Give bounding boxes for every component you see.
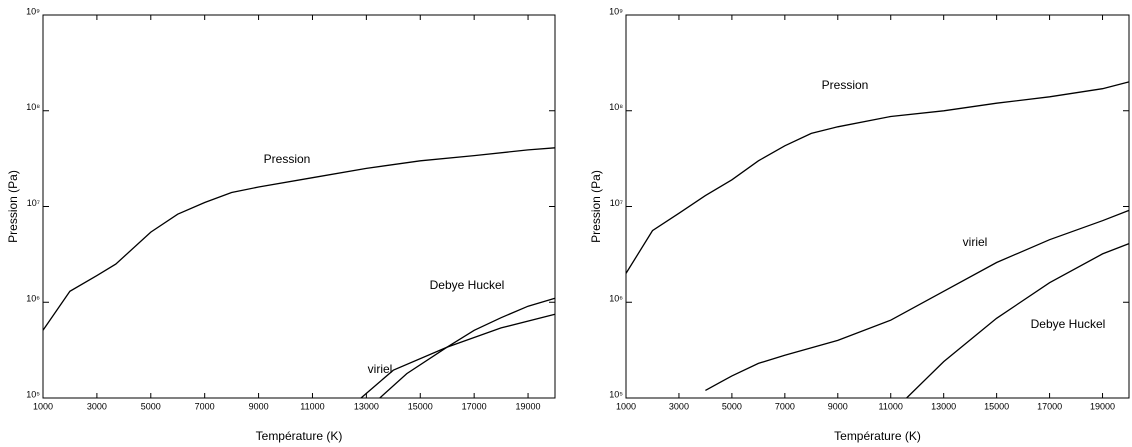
x-tick-label: 1000 [616, 401, 636, 411]
y-tick-label: 10⁸ [609, 102, 623, 112]
series-label: Pression [822, 78, 869, 92]
y-tick-label: 10⁵ [609, 389, 623, 399]
x-tick-label: 13000 [931, 401, 956, 411]
plot-frame [625, 14, 1130, 399]
x-axis-label: Température (K) [834, 429, 921, 443]
line [625, 81, 1130, 274]
y-tick-label: 10⁵ [26, 389, 40, 399]
x-tick-label: 15000 [408, 401, 433, 411]
series-label: viriel [963, 235, 988, 249]
x-tick-label: 19000 [516, 401, 541, 411]
y-tick-label: 10⁸ [26, 102, 40, 112]
plot-frame [42, 14, 556, 399]
x-tick-label: 5000 [722, 401, 742, 411]
line [906, 242, 1130, 399]
series-label: Debye Huckel [1031, 317, 1106, 331]
x-tick-label: 13000 [354, 401, 379, 411]
y-tick-label: 10⁶ [26, 294, 40, 304]
x-tick-label: 3000 [669, 401, 689, 411]
line [379, 297, 556, 399]
x-tick-label: 7000 [775, 401, 795, 411]
line [360, 313, 556, 399]
y-axis-label: Pression (Pa) [6, 170, 20, 243]
y-tick-label: 10⁶ [609, 294, 623, 304]
x-tick-label: 17000 [462, 401, 487, 411]
x-tick-label: 11000 [879, 401, 903, 411]
x-tick-label: 3000 [87, 401, 107, 411]
x-tick-label: 1000 [33, 401, 53, 411]
line [42, 147, 556, 331]
x-tick-label: 7000 [195, 401, 215, 411]
y-tick-label: 10⁷ [610, 198, 623, 208]
line [705, 209, 1130, 391]
y-tick-label: 10⁷ [27, 198, 40, 208]
series-label: Debye Huckel [430, 278, 505, 292]
series-label: viriel [368, 362, 393, 376]
x-tick-label: 9000 [828, 401, 848, 411]
x-tick-label: 9000 [249, 401, 269, 411]
x-tick-label: 5000 [141, 401, 161, 411]
series-label: Pression [264, 152, 311, 166]
y-tick-label: 10⁹ [26, 6, 40, 16]
x-tick-label: 15000 [984, 401, 1009, 411]
x-tick-label: 19000 [1090, 401, 1115, 411]
x-tick-label: 17000 [1037, 401, 1062, 411]
x-axis-label: Température (K) [256, 429, 343, 443]
x-tick-label: 11000 [300, 401, 324, 411]
y-axis-label: Pression (Pa) [589, 170, 603, 243]
y-tick-label: 10⁹ [609, 6, 623, 16]
